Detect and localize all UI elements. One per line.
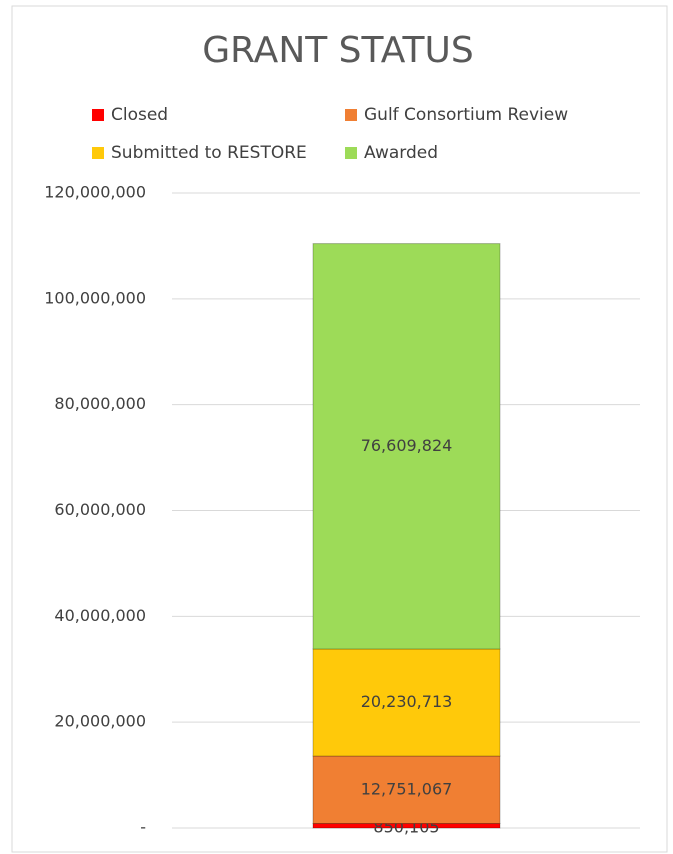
- bar-segment: [312, 648, 501, 757]
- legend-label: Submitted to RESTORE: [111, 143, 307, 163]
- y-tick-label: -: [140, 818, 146, 837]
- legend-swatch: [92, 109, 104, 121]
- legend-label: Closed: [111, 105, 168, 125]
- legend-label: Gulf Consortium Review: [364, 105, 568, 125]
- legend-swatch: [345, 109, 357, 121]
- y-tick-label: 20,000,000: [54, 712, 146, 731]
- data-label: 76,609,824: [361, 436, 453, 455]
- data-label: 20,230,713: [361, 692, 453, 711]
- y-tick-label: 100,000,000: [44, 288, 146, 307]
- y-tick-label: 60,000,000: [54, 500, 146, 519]
- y-tick-label: 120,000,000: [44, 183, 146, 202]
- chart-title: GRANT STATUS: [202, 30, 474, 71]
- legend-swatch: [345, 147, 357, 159]
- y-tick-label: 80,000,000: [54, 394, 146, 413]
- y-tick-label: 40,000,000: [54, 606, 146, 625]
- data-label: 12,751,067: [361, 779, 453, 798]
- legend-label: Awarded: [364, 143, 438, 163]
- legend-swatch: [92, 147, 104, 159]
- bar-segment: [312, 755, 501, 825]
- bar-segment: [312, 243, 501, 650]
